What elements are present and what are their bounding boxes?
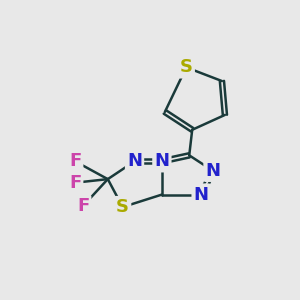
Text: N: N	[154, 152, 169, 170]
Text: F: F	[69, 174, 81, 192]
Text: F: F	[69, 152, 81, 170]
Text: N: N	[206, 162, 220, 180]
Text: S: S	[180, 58, 193, 76]
Text: S: S	[116, 198, 129, 216]
Text: N: N	[127, 152, 142, 170]
Text: N: N	[194, 186, 208, 204]
Text: F: F	[77, 197, 89, 215]
